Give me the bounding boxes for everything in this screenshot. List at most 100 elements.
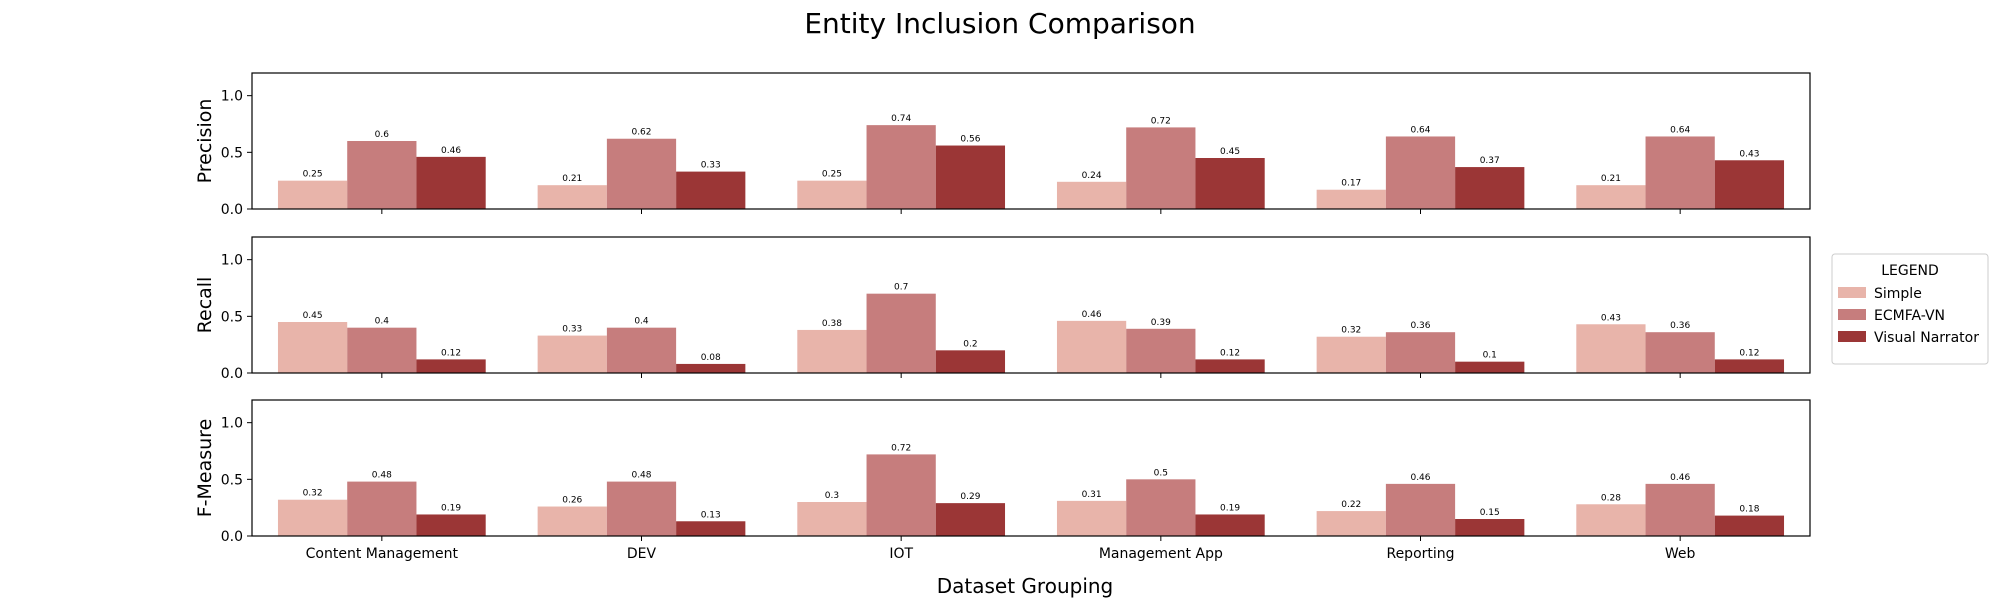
data-label-f-measure-visual-narrator-reporting: 0.15 [1480,508,1500,518]
data-label-precision-ecmfa-vn-reporting: 0.64 [1410,125,1430,135]
bar-recall-ecmfa-vn-reporting [1385,332,1456,373]
bar-precision-ecmfa-vn-dev [606,138,677,209]
x-tick-label-dev: DEV [627,546,657,562]
bar-recall-ecmfa-vn-content-management [347,327,417,373]
panel-recall: 0.45 0.33 0.38 0.46 0.32 0.43 0.4 0.4 0.7 0.39 0.3… [194,236,1811,382]
data-label-recall-visual-narrator-management-app: 0.12 [1220,348,1240,358]
bar-recall-ecmfa-vn-management-app [1126,328,1196,373]
legend-label-simple: Simple [1874,286,1922,302]
bar-recall-simple-reporting [1316,336,1386,373]
bar-f-measure-ecmfa-vn-web [1645,483,1715,536]
y-tick-label-f-measure: 0.0 [221,529,243,545]
data-label-precision-simple-content-management: 0.25 [303,170,323,180]
data-label-recall-simple-content-management: 0.45 [303,311,323,321]
x-tick-label-management-app: Management App [1099,546,1223,562]
bar-recall-ecmfa-vn-web [1645,332,1715,373]
data-label-recall-ecmfa-vn-dev: 0.4 [634,317,649,327]
y-tick-label-f-measure: 1.0 [221,416,243,432]
data-label-precision-visual-narrator-web: 0.43 [1739,149,1759,159]
data-label-recall-simple-management-app: 0.46 [1082,310,1102,320]
legend-swatch-ecmfa-vn [1838,309,1866,320]
bar-f-measure-simple-management-app [1056,500,1127,536]
data-label-recall-simple-dev: 0.33 [562,325,582,335]
bar-precision-visual-narrator-iot [935,145,1006,209]
bar-f-measure-visual-narrator-web [1714,515,1785,536]
axes-frame-recall [251,236,1811,374]
data-label-f-measure-simple-iot: 0.3 [825,491,839,501]
data-label-precision-simple-web: 0.21 [1601,174,1621,184]
bar-recall-simple-web [1576,324,1646,373]
data-label-recall-ecmfa-vn-content-management: 0.4 [375,317,390,327]
data-label-precision-simple-management-app: 0.24 [1082,171,1102,181]
data-label-precision-ecmfa-vn-dev: 0.62 [631,128,651,138]
bar-precision-simple-reporting [1316,189,1386,209]
legend-swatch-simple [1838,287,1866,298]
y-tick-label-precision: 0.0 [221,202,243,218]
data-label-f-measure-visual-narrator-web: 0.18 [1739,505,1759,515]
bar-precision-simple-management-app [1056,181,1127,209]
data-label-f-measure-visual-narrator-content-management: 0.19 [441,503,461,513]
bar-f-measure-ecmfa-vn-reporting [1385,483,1456,536]
bar-f-measure-simple-reporting [1316,511,1386,536]
data-label-recall-visual-narrator-web: 0.12 [1739,348,1759,358]
data-label-precision-visual-narrator-iot: 0.56 [960,135,980,145]
data-label-f-measure-ecmfa-vn-iot: 0.72 [891,443,911,453]
legend-title: LEGEND [1881,263,1939,279]
data-label-f-measure-ecmfa-vn-dev: 0.48 [631,471,651,481]
bar-recall-visual-narrator-management-app [1195,359,1265,373]
data-label-precision-simple-dev: 0.21 [562,174,582,184]
legend-box [1831,253,1989,365]
data-label-f-measure-simple-management-app: 0.31 [1082,490,1102,500]
data-label-f-measure-ecmfa-vn-web: 0.46 [1670,473,1690,483]
bar-precision-visual-narrator-dev [676,171,746,209]
bar-precision-visual-narrator-web [1714,160,1785,209]
bar-precision-visual-narrator-content-management [416,156,486,209]
bar-f-measure-simple-iot [797,502,867,536]
data-label-f-measure-visual-narrator-management-app: 0.19 [1220,503,1240,513]
bar-precision-ecmfa-vn-iot [866,125,936,209]
bar-precision-ecmfa-vn-management-app [1126,127,1196,209]
legend-label-visual-narrator: Visual Narrator [1874,330,1979,346]
bar-recall-simple-iot [797,329,867,373]
bar-precision-ecmfa-vn-web [1645,136,1715,209]
data-label-f-measure-visual-narrator-dev: 0.13 [701,510,721,520]
data-label-f-measure-simple-content-management: 0.32 [303,489,323,499]
data-label-recall-ecmfa-vn-web: 0.36 [1670,321,1690,331]
legend-label-ecmfa-vn: ECMFA-VN [1874,308,1945,324]
data-label-f-measure-simple-reporting: 0.22 [1341,500,1361,510]
bar-recall-visual-narrator-iot [935,350,1006,373]
data-label-recall-simple-reporting: 0.32 [1341,326,1361,336]
legend: LEGEND Simple ECMFA-VN Visual Narrator [1831,253,1989,365]
bar-f-measure-ecmfa-vn-content-management [347,481,417,536]
bar-f-measure-ecmfa-vn-management-app [1126,479,1196,536]
y-tick-label-recall: 0.5 [221,309,243,325]
bar-recall-ecmfa-vn-dev [606,327,677,373]
data-label-precision-ecmfa-vn-management-app: 0.72 [1151,116,1171,126]
x-tick-label-content-management: Content Management [306,546,459,562]
data-label-precision-visual-narrator-reporting: 0.37 [1480,156,1500,166]
data-label-recall-ecmfa-vn-management-app: 0.39 [1151,318,1171,328]
bar-f-measure-visual-narrator-reporting [1455,519,1525,536]
data-label-precision-ecmfa-vn-web: 0.64 [1670,125,1690,135]
legend-swatch-visual-narrator [1838,331,1866,342]
bar-precision-ecmfa-vn-content-management [347,141,417,209]
panel-f-measure: 0.32 0.26 0.3 0.31 0.22 0.28 0.48 0.48 0.72 0.5 0.… [194,399,1811,545]
data-label-f-measure-ecmfa-vn-content-management: 0.48 [372,471,392,481]
bar-recall-visual-narrator-reporting [1455,361,1525,373]
bar-f-measure-ecmfa-vn-iot [866,454,936,536]
bar-recall-simple-content-management [277,322,348,373]
bar-precision-ecmfa-vn-reporting [1385,136,1456,209]
bar-recall-visual-narrator-content-management [416,359,486,373]
y-tick-label-recall: 0.0 [221,366,243,382]
bar-recall-visual-narrator-web [1714,359,1785,373]
data-label-recall-visual-narrator-iot: 0.2 [963,339,977,349]
y-axis-label-recall: Recall [194,277,216,334]
data-label-precision-simple-iot: 0.25 [822,170,842,180]
data-label-recall-visual-narrator-reporting: 0.1 [1483,351,1497,361]
data-label-f-measure-ecmfa-vn-reporting: 0.46 [1410,473,1430,483]
data-label-precision-simple-reporting: 0.17 [1341,179,1361,189]
bar-precision-simple-web [1576,185,1646,209]
bar-f-measure-visual-narrator-management-app [1195,514,1265,536]
bar-f-measure-ecmfa-vn-dev [606,481,677,536]
